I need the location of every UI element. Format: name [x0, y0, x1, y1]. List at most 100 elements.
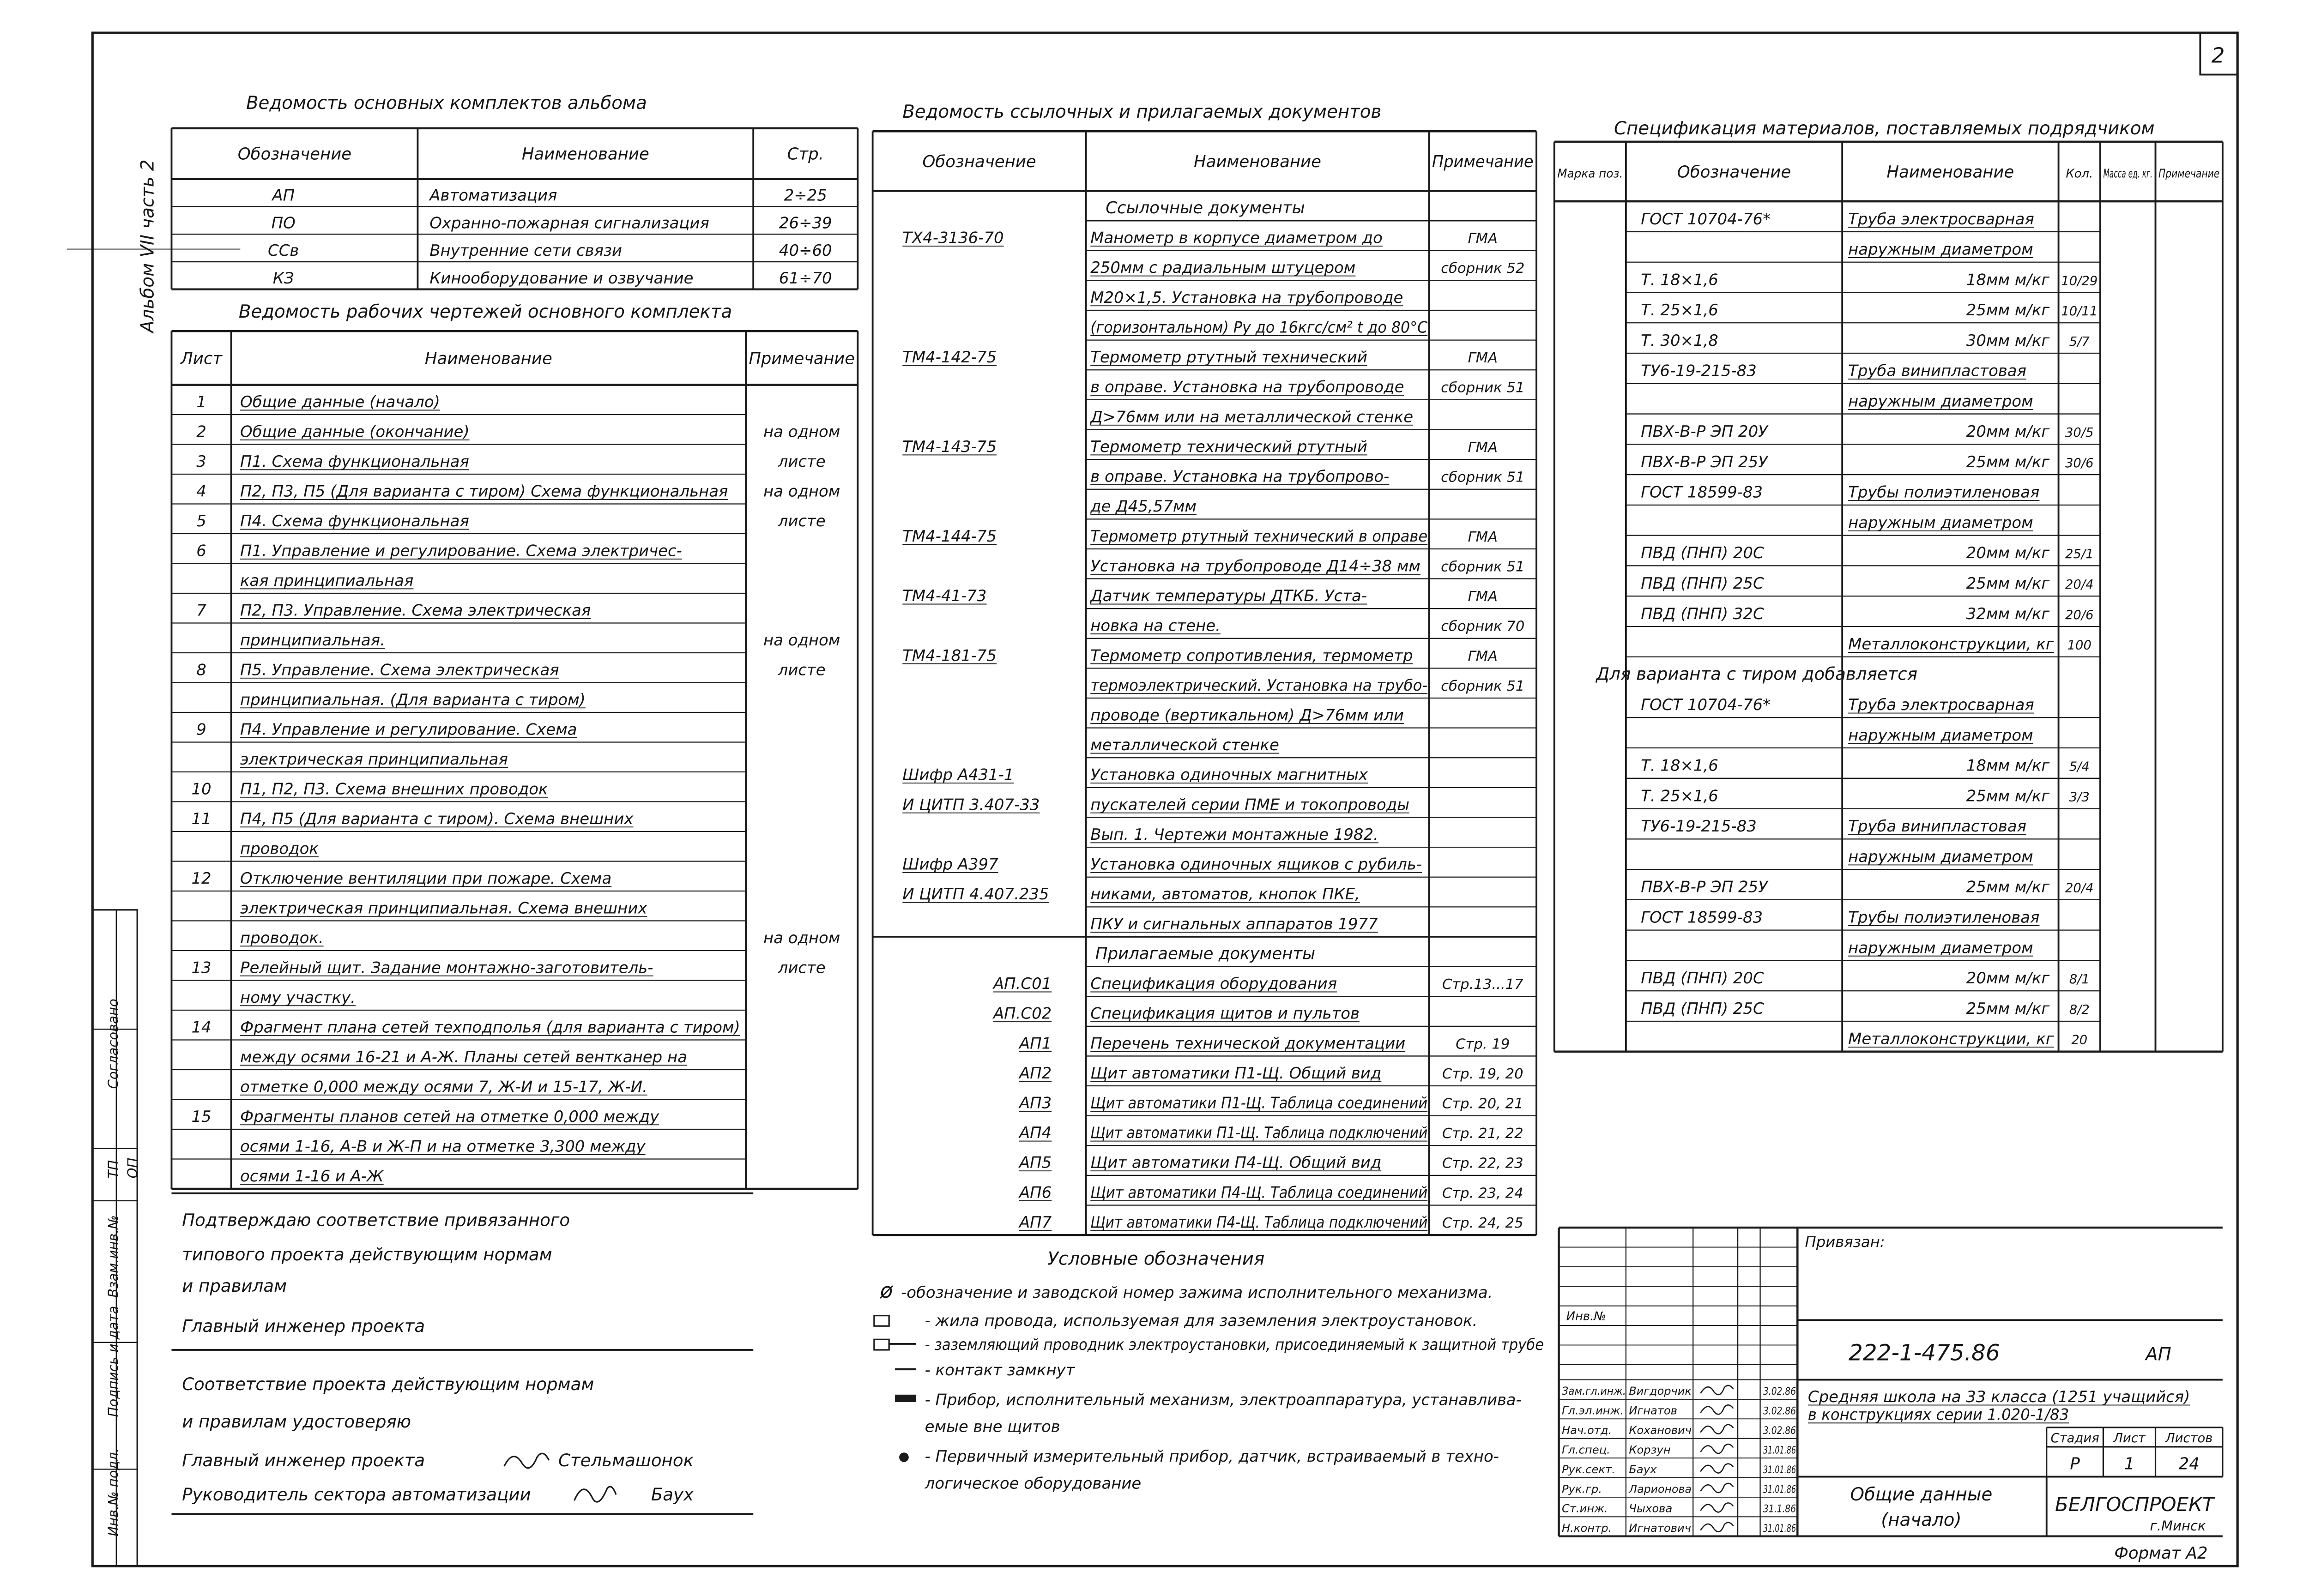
signature — [1700, 1502, 1734, 1513]
document-note: Стр. 23, 24 — [1442, 1185, 1523, 1201]
material-name: 25мм м/кг — [1966, 787, 2050, 805]
column-header: Примечание — [749, 349, 855, 368]
document-code: И ЦИТП 3.407-33 — [902, 795, 1040, 813]
note: листе — [778, 958, 826, 976]
signature — [1700, 1482, 1734, 1494]
drawing-name: ному участку. — [240, 988, 356, 1006]
sheet-title: (начало) — [1881, 1510, 1961, 1530]
material-code: ГОСТ 18599-83 — [1641, 909, 1763, 927]
material-code: ПВД (ПНП) 25С — [1641, 1000, 1764, 1018]
stamp-label: ОП — [125, 1157, 140, 1178]
document-note: сборник 51 — [1441, 380, 1524, 396]
drawing-name: осями 1-16 и А-Ж — [240, 1167, 384, 1185]
document-name: Щит автоматики П4-Щ. Таблица соединений — [1090, 1183, 1427, 1201]
column-header: Наименование — [1886, 163, 2014, 181]
document-code: И ЦИТП 4.407.235 — [902, 885, 1049, 903]
column-header: Наименование — [425, 349, 552, 368]
staff-date: 3.02.86 — [1763, 1425, 1796, 1437]
stamp-label: ТП — [105, 1160, 121, 1179]
document-code: АП4 — [1018, 1124, 1052, 1142]
staff-role: Гл.эл.инж. — [1562, 1404, 1624, 1417]
document-note: Стр. 19, 20 — [1442, 1066, 1523, 1082]
document-code: ТХ4-3136-70 — [902, 229, 1003, 247]
drawing-name: отметке 0,000 между осями 7, Ж-И и 15-17… — [240, 1078, 647, 1096]
legend-text: -обозначение и заводской номер зажима ис… — [901, 1283, 1493, 1301]
staff-name: Корзун — [1629, 1443, 1670, 1456]
drawing-name: Фрагмент плана сетей техподполья (для ва… — [240, 1018, 740, 1036]
material-code: ПВД (ПНП) 20С — [1641, 544, 1764, 562]
symbol — [873, 1314, 890, 1327]
document-code: Шифр А397 — [902, 855, 998, 873]
staff-date: 31.01.86 — [1763, 1464, 1796, 1476]
section-title: Прилагаемые документы — [1095, 944, 1315, 963]
document-name: Термометр сопротивления, термометр — [1090, 646, 1413, 664]
staff-role: Ст.инж. — [1562, 1502, 1608, 1515]
document-name: Щит автоматики П1-Щ. Общий вид — [1090, 1064, 1381, 1082]
material-name: 18мм м/кг — [1966, 271, 2050, 289]
document-note: Стр. 19 — [1456, 1036, 1510, 1052]
material-code: Т. 25×1,6 — [1641, 301, 1718, 319]
quantity: 100 — [2067, 638, 2091, 653]
document-note: ГМА — [1468, 440, 1498, 456]
sheet-no: 6 — [196, 542, 206, 560]
document-note: Стр. 22, 23 — [1442, 1156, 1523, 1172]
document-name: Спецификация щитов и пультов — [1090, 1005, 1360, 1023]
note: на одном — [763, 929, 840, 947]
pages: 26÷39 — [779, 214, 832, 232]
staff-date: 31.1.86 — [1763, 1503, 1796, 1515]
document-code: АП.С02 — [992, 1005, 1052, 1023]
staff-name: Игнатович — [1629, 1522, 1691, 1535]
document-name: Датчик температуры ДТКБ. Уста- — [1089, 587, 1367, 605]
document-name: Термометр ртутный технический в оправе — [1090, 527, 1427, 545]
material-name: Трубы полиэтиленовая — [1848, 909, 2039, 927]
stamp-label: Инв.№ подл. — [105, 1448, 121, 1536]
material-code: Т. 30×1,8 — [1641, 331, 1718, 349]
staff-role: Н.контр. — [1562, 1522, 1612, 1535]
drawing-name: П4. Схема функциональная — [240, 512, 469, 530]
sheet-no: 14 — [191, 1018, 211, 1036]
staff-role: Рук.гр. — [1562, 1482, 1602, 1495]
document-name: Щит автоматики П1-Щ. Таблица соединений — [1090, 1094, 1427, 1112]
document-name: ПКУ и сигнальных аппаратов 1977 — [1090, 915, 1378, 933]
material-code: Т. 18×1,6 — [1641, 271, 1718, 289]
drawing-name: П4. Управление и регулирование. Схема — [240, 720, 577, 738]
organization: БЕЛГОСПРОЕКТ — [2055, 1493, 2216, 1516]
drawing-name: проводок — [240, 839, 319, 857]
staff-name: Игнатов — [1629, 1404, 1677, 1417]
document-code: Шифр А431-1 — [902, 766, 1014, 784]
material-name: 32мм м/кг — [1966, 605, 2050, 623]
column-header: Кол. — [2066, 167, 2093, 181]
document-code: АП3 — [1018, 1094, 1052, 1112]
document-note: сборник 51 — [1441, 470, 1524, 486]
drawing-name: проводок. — [240, 929, 324, 947]
column-header: Марка поз. — [1557, 167, 1623, 181]
set-name: Охранно-пожарная сигнализация — [429, 214, 709, 232]
note: листе — [778, 661, 826, 679]
column-header: Наименование — [1194, 152, 1321, 171]
approval-text: и правилам — [182, 1276, 287, 1296]
note: на одном — [763, 422, 840, 440]
document-note: ГМА — [1468, 648, 1498, 664]
quantity: 8/2 — [2069, 1003, 2090, 1017]
legend-text: - жила провода, используемая для заземле… — [925, 1312, 1478, 1330]
drawing-name: электрическая принципиальная — [240, 750, 508, 768]
material-name: Металлоконструкции, кг — [1848, 635, 2054, 653]
material-name: наружным диаметром — [1848, 726, 2033, 744]
quantity: 8/1 — [2069, 972, 2090, 987]
drawing-name: Общие данные (окончание) — [240, 422, 470, 440]
signature — [503, 1452, 550, 1469]
material-code: ПВД (ПНП) 32С — [1641, 605, 1764, 623]
sheet-no: 2 — [196, 422, 206, 440]
staff-role: Рук.сект. — [1562, 1463, 1615, 1476]
project-name: Средняя школа на 33 класса (1251 учащийс… — [1808, 1388, 2190, 1406]
stamp-label: Согласовано — [105, 999, 121, 1089]
document-note: ГМА — [1468, 529, 1498, 545]
attached-label: Привязан: — [1805, 1233, 1885, 1251]
document-name: Спецификация оборудования — [1090, 975, 1337, 993]
approval-text: Соответствие проекта действующим нормам — [182, 1374, 594, 1394]
material-name: Металлоконструкции, кг — [1848, 1030, 2054, 1048]
signature — [1700, 1424, 1734, 1435]
drawing-name: осями 1-16, А-В и Ж-П и на отметке 3,300… — [240, 1137, 646, 1155]
